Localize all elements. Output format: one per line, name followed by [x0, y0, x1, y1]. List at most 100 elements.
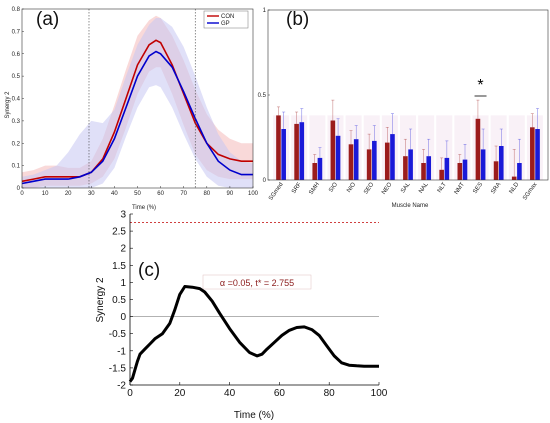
panel-a-y-ticks: 0 0.1 0.2 0.3 0.4 0.5 0.6 0.7 0.8	[12, 7, 24, 192]
y-tick-label: 1.5	[112, 261, 126, 272]
significance-star: *	[477, 77, 483, 94]
bar-gp-nio	[353, 139, 359, 180]
x-tick-label: 60	[157, 191, 164, 197]
x-tick-label: NIO	[346, 181, 357, 193]
threshold-label-box	[202, 274, 312, 290]
line-gp	[21, 50, 253, 185]
bar-bg-sal	[400, 115, 416, 180]
bar-con-ses	[475, 118, 481, 180]
bar-gp-sgmax	[535, 129, 540, 180]
panel-c-x-axis-label: Time (%)	[234, 410, 274, 421]
x-tick-label: 100	[248, 191, 259, 197]
y-tick-label: -1.5	[109, 363, 127, 374]
x-tick-label: 60	[274, 388, 286, 399]
x-tick-label: SIO	[328, 181, 339, 193]
x-tick-label: 0	[127, 388, 133, 399]
x-tick-label: 20	[174, 388, 186, 399]
x-tick-label: 0	[20, 191, 24, 197]
x-tick-label: SGmed	[268, 182, 285, 202]
panel-a-legend: CON GP	[203, 10, 249, 29]
bar-con-nlt	[439, 169, 444, 180]
y-tick-label: 0.3	[12, 119, 21, 125]
x-tick-label: 10	[42, 191, 49, 197]
panel-b-significance: *	[474, 77, 487, 97]
bar-bg-smh	[309, 115, 326, 180]
y-tick-label: 0	[120, 312, 126, 323]
bar-gp-smh	[317, 157, 323, 180]
panel-c-line	[128, 285, 379, 383]
y-tick-label: 2	[120, 244, 126, 255]
y-tick-label: 0.1	[12, 164, 21, 170]
panel-b-x-axis-label: Muscle Name	[392, 203, 429, 209]
bar-bg-nld	[508, 115, 525, 180]
bar-con-neo	[384, 142, 390, 180]
bar-gp-sio	[335, 135, 341, 180]
x-tick-label: 40	[111, 191, 118, 197]
y-tick-label: 0.4	[12, 97, 21, 103]
bar-gp-nld	[517, 163, 522, 180]
x-tick-label: SRF	[291, 181, 303, 195]
x-tick-label: 30	[88, 191, 95, 197]
y-tick-label: 0.2	[12, 141, 21, 147]
y-tick-label: 0.5	[258, 93, 267, 99]
x-tick-label: SES	[472, 182, 484, 195]
y-tick-label: 0.7	[12, 29, 21, 35]
legend-label-con: CON	[221, 14, 234, 20]
bar-bg-seo	[363, 115, 380, 180]
x-tick-label: SRA	[490, 182, 502, 196]
bar-gp-seo	[372, 140, 377, 180]
bar-con-sgmed	[276, 115, 281, 180]
panel-c-axes	[129, 214, 379, 386]
bar-bg-sio	[327, 115, 344, 180]
x-tick-label: NAL	[418, 181, 430, 195]
panel-b-label: (b)	[286, 9, 309, 30]
panel-c-y-axis-label: Synergy 2	[95, 277, 106, 322]
bar-gp-nal	[426, 156, 432, 180]
x-tick-label: 90	[227, 191, 234, 197]
panel-b-chart: (b) 00.51 SGmed SRF SMH SIO NIO SEO NEO SAL NAL N…	[258, 8, 549, 209]
x-tick-label: SEO	[363, 181, 375, 195]
legend-label-gp: GP	[221, 21, 230, 27]
x-tick-label: NLD	[509, 181, 521, 195]
bar-con-nal	[421, 163, 426, 180]
bar-gp-sra	[498, 146, 504, 180]
bar-bg-sra	[490, 115, 507, 180]
x-tick-label: 20	[65, 191, 72, 197]
bar-bg-sgmax	[526, 115, 543, 180]
bar-con-sgmax	[530, 127, 535, 180]
bar-con-sra	[493, 161, 499, 180]
panel-c-x-ticks: 0 20 40 60 80 100	[127, 382, 388, 399]
panel-a-chart: (a) 0 10 20 30 40 50 60 70 80 90 100 0 0.1 0.2 0.3 0.4…	[5, 7, 259, 211]
bar-gp-sgmed	[281, 129, 286, 180]
bar-bg-nmt	[454, 115, 471, 180]
panel-b-y-ticks: 00.51	[258, 8, 270, 184]
y-tick-label: -1	[117, 346, 126, 357]
bar-bg-nlt	[436, 115, 453, 180]
y-tick-label: 1	[120, 278, 126, 289]
x-tick-label: 80	[203, 191, 210, 197]
bar-bg-nio	[345, 115, 362, 180]
x-tick-label: SGmax	[522, 182, 538, 202]
bar-gp-sal	[408, 149, 413, 180]
bar-gp-nmt	[462, 159, 468, 180]
threshold-label-text: α =0.05, t* = 2.755	[220, 278, 294, 288]
bar-con-nio	[348, 144, 354, 180]
bar-con-sal	[403, 156, 408, 180]
bar-con-nmt	[457, 163, 463, 180]
panel-c-chart: α =0.05, t* = 2.755 0 20 40 60 80 100 -2-1.5-…	[95, 210, 388, 422]
bar-gp-ses	[480, 149, 486, 180]
panel-a-x-ticks: 0 10 20 30 40 50 60 70 80 90 100	[20, 186, 259, 197]
bar-con-srf	[294, 123, 299, 180]
y-tick-label: 0.6	[12, 52, 21, 58]
panel-a-label: (a)	[36, 9, 59, 30]
panel-a-y-axis-label: Synergy 2	[5, 91, 11, 119]
y-tick-label: 0	[17, 186, 21, 192]
y-tick-label: 0.8	[12, 7, 21, 13]
x-tick-label: NMT	[454, 181, 467, 195]
panel-c-y-ticks: -2 -1.5 -1 -0.5 0 0.5 1 1.5 2 2.5 3	[109, 210, 133, 392]
bar-con-smh	[312, 163, 318, 180]
panel-b-x-ticks: SGmed SRF SMH SIO NIO SEO NEO SAL NAL NLT NMT SES SR…	[268, 181, 538, 202]
bar-bg-sgmed	[273, 115, 290, 180]
panel-a-lines	[21, 39, 253, 185]
